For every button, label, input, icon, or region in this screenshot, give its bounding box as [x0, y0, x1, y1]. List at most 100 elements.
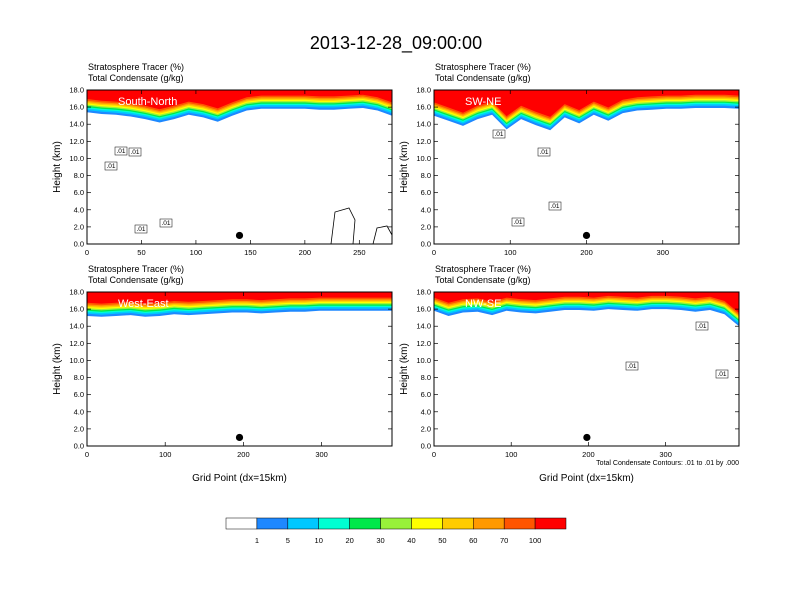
panel-bottom-right: Stratosphere Tracer (%)Total Condensate …	[399, 264, 740, 484]
contour-label: .01	[539, 149, 548, 156]
y-tick-label: 14.0	[416, 120, 431, 129]
x-tick-label: 0	[432, 450, 436, 459]
x-tick-label: 50	[137, 248, 145, 257]
plot-area	[434, 292, 739, 446]
x-tick-label: 300	[315, 450, 328, 459]
colorbar-swatch	[380, 517, 412, 530]
location-marker	[235, 231, 244, 240]
y-axis-label: Height (km)	[399, 343, 410, 395]
x-tick-label: 100	[505, 450, 518, 459]
contour-label-box	[114, 146, 128, 156]
y-tick-label: 4.0	[74, 407, 84, 416]
y-tick-label: 18.0	[416, 86, 431, 95]
y-tick-label: 16.0	[69, 103, 84, 112]
contour-label: .01	[513, 219, 522, 226]
location-marker	[582, 231, 591, 240]
y-tick-label: 16.0	[69, 305, 84, 314]
x-tick-label: 250	[353, 248, 366, 257]
colorbar-label: 1	[255, 536, 259, 545]
y-axis-label: Height (km)	[52, 343, 63, 395]
tracer-shading	[87, 90, 392, 123]
contour-label: .01	[697, 323, 706, 330]
contour-label-box	[695, 321, 709, 331]
x-tick-label: 200	[237, 450, 250, 459]
condensate-contour	[330, 207, 356, 245]
contour-label-box	[715, 369, 729, 379]
contour-label-box	[548, 201, 562, 211]
colorbar-label: 10	[315, 536, 323, 545]
region-label: West-East	[118, 298, 169, 310]
contour-label: .01	[494, 131, 503, 138]
panel-top-left: Stratosphere Tracer (%)Total Condensate …	[52, 62, 393, 257]
plot-area	[87, 292, 392, 446]
y-tick-label: 14.0	[416, 322, 431, 331]
x-tick-label: 300	[659, 450, 672, 459]
colorbar-swatch	[442, 517, 474, 530]
location-marker	[583, 433, 591, 442]
colorbar-label: 30	[376, 536, 384, 545]
contour-label-box	[104, 161, 118, 171]
plot-frame	[86, 89, 393, 245]
plot-frame	[433, 291, 740, 447]
contour-label: .01	[130, 149, 139, 156]
y-tick-label: 6.0	[74, 390, 84, 399]
contour-label-box	[492, 129, 506, 139]
y-tick-label: 4.0	[74, 205, 84, 214]
contour-label: .01	[161, 220, 170, 227]
y-axis-label: Height (km)	[399, 141, 410, 193]
contour-label: .01	[136, 226, 145, 233]
x-tick-label: 100	[504, 248, 517, 257]
y-tick-label: 10.0	[69, 356, 84, 365]
y-tick-label: 2.0	[421, 424, 431, 433]
contour-note: Total Condensate Contours: .01 to .01 by…	[596, 460, 739, 467]
contour-label: .01	[116, 148, 125, 155]
colorbar-swatch	[534, 517, 567, 530]
y-tick-label: 10.0	[69, 154, 84, 163]
y-tick-label: 16.0	[416, 103, 431, 112]
y-tick-label: 0.0	[421, 442, 431, 451]
y-tick-label: 2.0	[74, 222, 84, 231]
tracer-band	[87, 292, 392, 304]
x-tick-label: 200	[580, 248, 593, 257]
plot-frame	[86, 291, 393, 447]
contour-label-box	[134, 224, 148, 234]
y-tick-label: 18.0	[69, 86, 84, 95]
colorbar-swatch	[503, 517, 536, 530]
x-axis-label: Grid Point (dx=15km)	[539, 473, 634, 484]
colorbar-label: 70	[500, 536, 508, 545]
condensate-contours	[330, 207, 393, 245]
colorbar-label: 20	[345, 536, 353, 545]
contour-label: .01	[627, 363, 636, 370]
x-tick-label: 0	[85, 248, 89, 257]
panel-title-line: Total Condensate (g/kg)	[88, 275, 184, 285]
colorbar-label: 60	[469, 536, 477, 545]
colorbar-swatch	[318, 517, 350, 530]
contour-label: .01	[106, 163, 115, 170]
y-tick-label: 12.0	[416, 339, 431, 348]
panel-bottom-left: Stratosphere Tracer (%)Total Condensate …	[52, 264, 393, 484]
colorbar-swatch	[349, 517, 381, 530]
y-tick-label: 8.0	[421, 171, 431, 180]
colorbar-label: 40	[407, 536, 415, 545]
tracer-band	[87, 90, 392, 110]
y-tick-label: 6.0	[421, 390, 431, 399]
colorbar-swatch	[473, 517, 505, 530]
panel-title-line: Stratosphere Tracer (%)	[435, 264, 531, 274]
panel-title-line: Stratosphere Tracer (%)	[435, 62, 531, 72]
y-tick-label: 16.0	[416, 305, 431, 314]
region-label: NW-SE	[465, 298, 501, 310]
x-axis-label: Grid Point (dx=15km)	[192, 473, 287, 484]
location-marker	[235, 433, 244, 442]
y-tick-label: 12.0	[416, 137, 431, 146]
contour-label-box	[511, 217, 525, 227]
panel-title-line: Total Condensate (g/kg)	[435, 275, 531, 285]
panel-top-right: Stratosphere Tracer (%)Total Condensate …	[399, 62, 740, 257]
y-tick-label: 14.0	[69, 322, 84, 331]
colorbar: 1 5 10 20 30 40 50 60 70 100	[225, 517, 567, 545]
x-tick-label: 0	[432, 248, 436, 257]
y-tick-label: 2.0	[74, 424, 84, 433]
panel-title-line: Stratosphere Tracer (%)	[88, 62, 184, 72]
x-tick-label: 150	[244, 248, 257, 257]
colorbar-swatch	[256, 517, 289, 530]
